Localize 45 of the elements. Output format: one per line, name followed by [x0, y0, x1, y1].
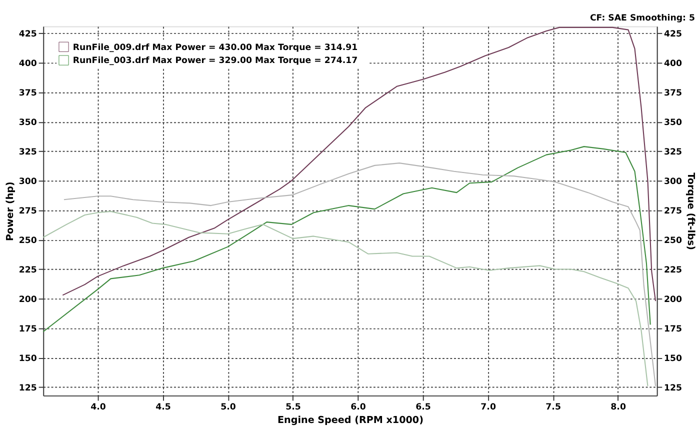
legend-label: RunFile_003.drf Max Power = 329.00 Max Torque = 274.17: [72, 56, 358, 66]
y-tick-label: 300: [18, 177, 37, 188]
y-tick-label: 425: [18, 30, 37, 40]
y2-tick-label: 350: [664, 118, 682, 128]
x-tick-label: 4.5: [156, 402, 171, 412]
y2-tick-label: 125: [664, 384, 682, 394]
x-tick-label: 6.5: [416, 402, 431, 412]
y2-axis-title: Torque (ft-lbs): [684, 172, 696, 250]
x-tick-label: 5.5: [286, 402, 301, 412]
y-tick-label: 275: [18, 206, 37, 217]
text: CF: SAE Smoothing: 5: [590, 14, 695, 24]
line-series: [63, 162, 656, 387]
y-tick-label: 325: [18, 148, 37, 158]
y2-tick-label: 250: [664, 236, 682, 246]
line-series: [42, 210, 648, 387]
y2-tick-label: 275: [664, 206, 682, 217]
y-tick-label: 375: [18, 88, 37, 99]
x-tick-label: 8.0: [610, 402, 626, 412]
y-tick-label: 125: [18, 384, 37, 394]
x-tick-label: 6.0: [350, 402, 366, 412]
y2-tick-label: 225: [664, 266, 682, 276]
y-tick-label: 225: [18, 266, 37, 276]
y2-tick-label: 425: [664, 30, 682, 40]
y2-tick-label: 300: [664, 177, 682, 188]
y2-tick-label: 325: [664, 148, 682, 158]
y-tick-label: 150: [18, 354, 37, 364]
x-tick-label: 7.5: [546, 402, 561, 412]
y2-tick-label: 200: [664, 295, 682, 306]
legend-label: RunFile_009.drf Max Power = 430.00 Max Torque = 314.91: [72, 42, 358, 53]
line-series: [42, 146, 651, 332]
y2-tick-label: 150: [664, 354, 682, 364]
y2-tick-label: 400: [664, 59, 682, 70]
y-tick-label: 200: [18, 295, 37, 306]
line-series: [62, 26, 656, 302]
y-tick-label: 400: [18, 59, 37, 70]
x-tick-label: 5.0: [220, 402, 236, 412]
y2-tick-label: 175: [664, 324, 682, 335]
y-tick-label: 250: [18, 236, 37, 246]
x-axis-title: Engine Speed (RPM x1000): [278, 414, 424, 426]
y2-tick-label: 375: [664, 88, 682, 99]
y-tick-label: 175: [18, 324, 37, 335]
x-tick-label: 7.0: [480, 402, 496, 412]
y-tick-label: 350: [18, 118, 37, 128]
y-axis-title: Power (hp): [5, 182, 16, 242]
x-tick-label: 4.0: [90, 402, 106, 412]
